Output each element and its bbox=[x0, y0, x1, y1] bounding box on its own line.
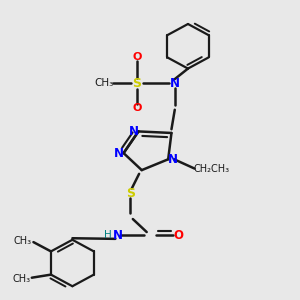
Text: N: N bbox=[129, 125, 139, 138]
Text: CH₃: CH₃ bbox=[14, 236, 32, 246]
Text: S: S bbox=[132, 77, 141, 90]
Text: O: O bbox=[173, 229, 183, 242]
Text: O: O bbox=[132, 52, 142, 62]
Text: S: S bbox=[126, 187, 135, 200]
Text: CH₃: CH₃ bbox=[12, 274, 30, 284]
Text: N: N bbox=[167, 153, 178, 166]
Text: CH₃: CH₃ bbox=[94, 78, 113, 88]
Text: N: N bbox=[113, 229, 123, 242]
Text: H: H bbox=[104, 230, 112, 240]
Text: CH₂CH₃: CH₂CH₃ bbox=[193, 164, 229, 174]
Text: N: N bbox=[170, 77, 180, 90]
Text: O: O bbox=[132, 103, 142, 113]
Text: N: N bbox=[114, 147, 124, 160]
